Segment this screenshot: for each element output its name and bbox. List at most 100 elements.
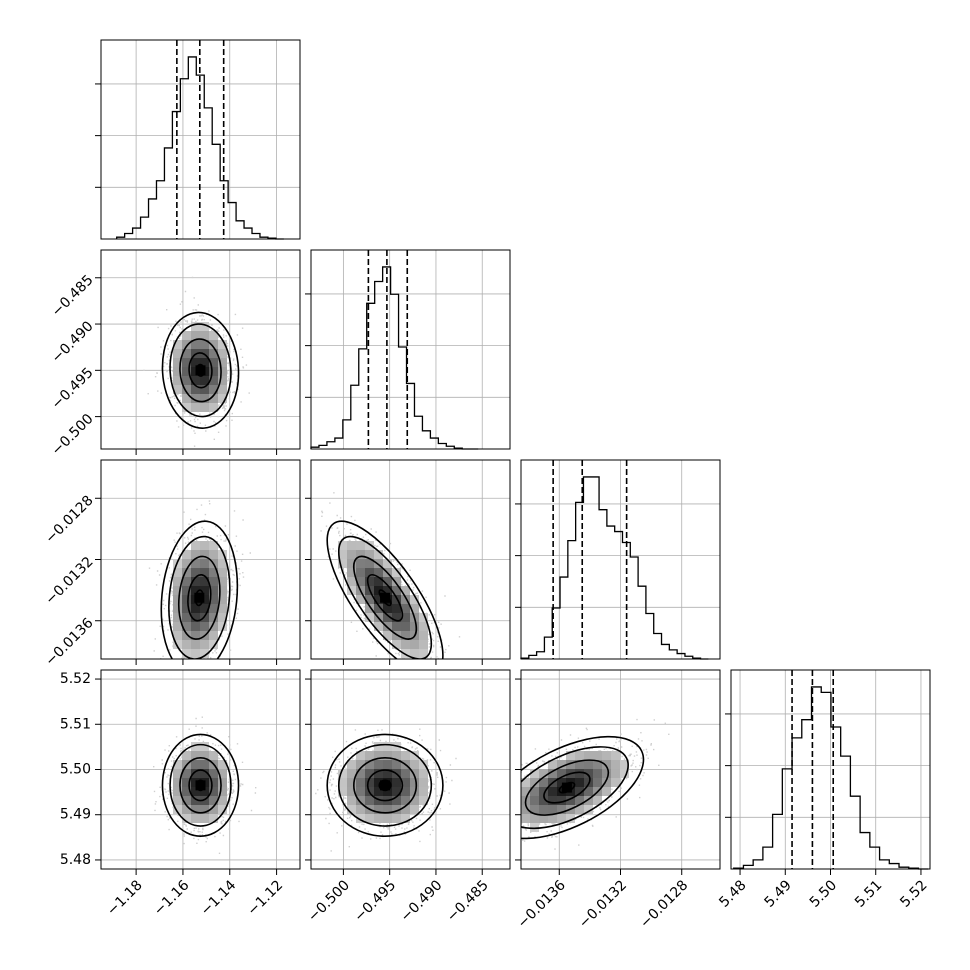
density-block (611, 769, 620, 778)
density-block (173, 778, 182, 787)
density-peak (380, 592, 391, 603)
density-block (209, 358, 218, 367)
density-block (584, 796, 593, 805)
density-block (584, 760, 593, 769)
density-block (182, 805, 191, 814)
density-block (410, 796, 419, 805)
density-block (611, 751, 620, 760)
y-tick-label: 5.52 (60, 671, 91, 687)
density-block (383, 559, 392, 568)
density-block (521, 805, 530, 814)
density-block (191, 631, 200, 640)
density-block (209, 568, 218, 577)
density-block (338, 550, 347, 559)
density-block (410, 751, 419, 760)
contour-line (524, 759, 610, 816)
density-block (410, 640, 419, 649)
axes-frame (100, 459, 301, 660)
density-block (347, 577, 356, 586)
density-panel-2-1 (305, 459, 511, 665)
density-block (200, 541, 209, 550)
density-block (392, 787, 401, 796)
density-panel-2-0 (95, 459, 301, 665)
density-block (347, 805, 356, 814)
density-block (356, 814, 365, 823)
density-block (200, 340, 209, 349)
density-block (530, 787, 539, 796)
density-block (182, 349, 191, 358)
contour-line (353, 757, 418, 814)
density-block (209, 778, 218, 787)
density-block (593, 796, 602, 805)
density-block (602, 778, 611, 787)
density-block (218, 586, 227, 595)
density-block (374, 796, 383, 805)
y-tick-label: 5.49 (60, 807, 91, 823)
density-block (209, 751, 218, 760)
density-block (191, 322, 200, 331)
density-block (218, 358, 227, 367)
density-block (374, 769, 383, 778)
density-block (365, 751, 374, 760)
density-block (347, 550, 356, 559)
x-tick-label: −0.495 (351, 877, 399, 925)
density-block (191, 787, 200, 796)
density-peak (380, 780, 391, 791)
density-panel-3-2 (515, 669, 721, 875)
density-block (401, 586, 410, 595)
density-block (173, 796, 182, 805)
density-block (338, 778, 347, 787)
density-block (209, 331, 218, 340)
density-block (575, 796, 584, 805)
axes-frame (310, 459, 511, 660)
density-block (200, 550, 209, 559)
density-block (401, 613, 410, 622)
density-block (356, 760, 365, 769)
density-block (392, 613, 401, 622)
density-block (575, 751, 584, 760)
contour-line (188, 352, 213, 389)
density-block (209, 403, 218, 412)
contour-line (521, 735, 645, 840)
density-block (419, 760, 428, 769)
density-block (191, 769, 200, 778)
density-block (356, 595, 365, 604)
contour-line (179, 757, 222, 814)
density-block (401, 751, 410, 760)
density-panel-content (521, 670, 720, 869)
density-block (347, 559, 356, 568)
density-block (365, 559, 374, 568)
y-tick-label: −0.485 (49, 272, 97, 320)
density-block (209, 394, 218, 403)
density-block (173, 769, 182, 778)
density-block (392, 778, 401, 787)
density-block (419, 778, 428, 787)
x-tick-label: 5.49 (762, 877, 795, 910)
density-block (209, 613, 218, 622)
density-panel-3-1 (305, 669, 511, 875)
density-block (410, 760, 419, 769)
density-block (200, 742, 209, 751)
density-block (209, 805, 218, 814)
density-block (620, 769, 629, 778)
density-block (392, 595, 401, 604)
density-block (218, 577, 227, 586)
x-tick-label: −1.16 (151, 877, 193, 919)
density-block (209, 595, 218, 604)
density-block (374, 751, 383, 760)
density-block (392, 577, 401, 586)
density-block (173, 595, 182, 604)
density-block (173, 586, 182, 595)
density-block (383, 751, 392, 760)
density-block (218, 550, 227, 559)
density-block (218, 340, 227, 349)
histogram-step (116, 56, 284, 240)
density-block (209, 796, 218, 805)
density-block (218, 796, 227, 805)
density-block (530, 769, 539, 778)
density-block (401, 796, 410, 805)
density-block (365, 769, 374, 778)
density-block (392, 586, 401, 595)
density-block (182, 613, 191, 622)
density-block (383, 577, 392, 586)
